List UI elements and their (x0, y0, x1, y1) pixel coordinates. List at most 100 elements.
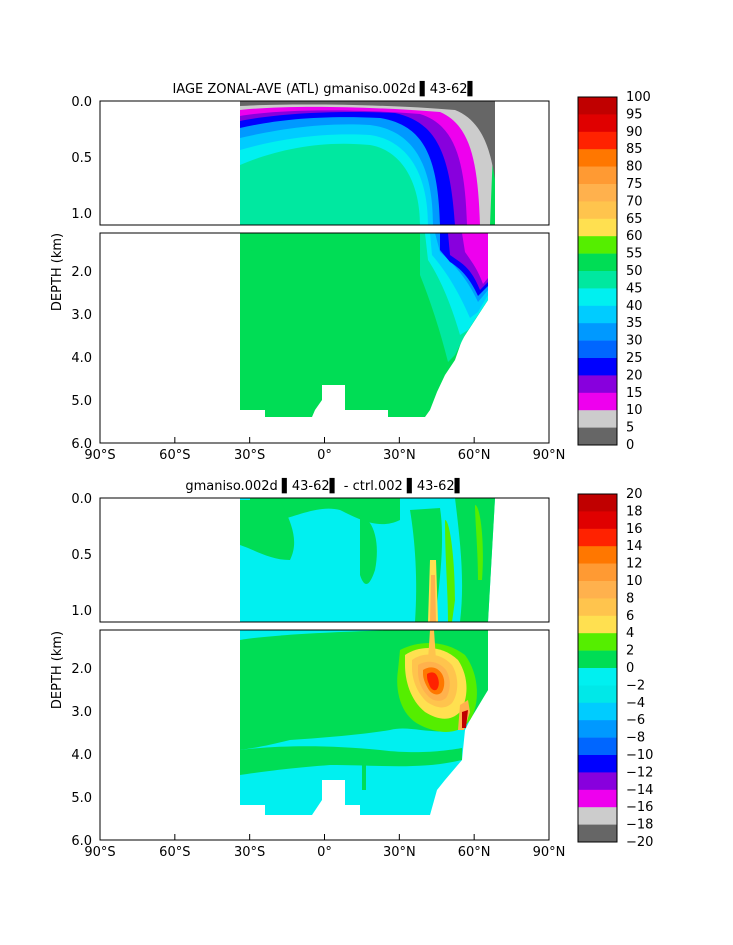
colorbar-label: 50 (626, 264, 643, 279)
x-tick-label: 0° (317, 448, 332, 463)
colorbar-swatch (578, 668, 617, 686)
colorbar-label: 85 (626, 142, 643, 157)
colorbar-swatch (578, 511, 617, 530)
colorbar-swatch (578, 427, 617, 446)
colorbar-swatch (578, 720, 617, 738)
colorbar-label: −10 (626, 748, 653, 763)
panel1-ytick: 3.0 (71, 308, 92, 323)
colorbar-label: 8 (626, 591, 634, 606)
x-tick-label: 0° (317, 845, 332, 860)
x-tick-label: 30°S (234, 448, 265, 463)
colorbar-label: 15 (626, 386, 643, 401)
panel2-lower-field (240, 630, 488, 815)
panel2-title: gmaniso.002d ▌43-62▌ - ctrl.002 ▌43-62▌ (185, 477, 464, 494)
colorbar-swatch (578, 305, 617, 324)
panel1-ytick: 1.0 (71, 207, 92, 222)
colorbar-label: 30 (626, 334, 643, 349)
colorbar-swatch (578, 201, 617, 220)
x-tick-label: 90°S (84, 448, 115, 463)
colorbar-swatch (578, 410, 617, 428)
panel2-y-axis: 0.0 0.5 1.0 2.0 3.0 4.0 5.0 6.0 (71, 492, 92, 849)
colorbar-label: 40 (626, 299, 643, 314)
colorbar-swatch (578, 824, 617, 843)
colorbar-swatch (578, 685, 617, 704)
colorbar-swatch (578, 166, 617, 185)
panel2-ytick: 0.5 (71, 548, 92, 563)
colorbar-swatch (578, 149, 617, 167)
colorbar-label: −20 (626, 835, 653, 850)
panel1-ytick: 4.0 (71, 351, 92, 366)
panel2-colorbar: 20181614121086420−2−4−6−8−10−12−14−16−18… (577, 487, 653, 850)
colorbar-label: 5 (626, 421, 634, 436)
panel1-ytick: 0.0 (71, 95, 92, 110)
colorbar-label: 80 (626, 160, 643, 175)
colorbar-label: 2 (626, 644, 634, 659)
colorbar-swatch (578, 581, 617, 599)
x-tick-label: 30°N (383, 448, 416, 463)
colorbar-swatch (578, 114, 617, 133)
colorbar-frame (577, 96, 618, 446)
panel2-ytick: 0.0 (71, 492, 92, 507)
panel2-ytick: 5.0 (71, 791, 92, 806)
x-tick-label: 90°N (533, 845, 566, 860)
colorbar-swatch (578, 253, 617, 272)
colorbar-swatch (578, 737, 617, 756)
colorbar-label: 6 (626, 609, 634, 624)
colorbar-label: 45 (626, 281, 643, 296)
colorbar-label: −18 (626, 818, 653, 833)
colorbar-swatch (578, 598, 617, 617)
colorbar-label: 70 (626, 194, 643, 209)
colorbar-swatch (578, 358, 617, 376)
colorbar-label: 100 (626, 90, 651, 105)
panel1-upper-field (240, 101, 495, 225)
colorbar-frame (577, 493, 618, 843)
panel2-ytick: 3.0 (71, 705, 92, 720)
colorbar-label: 75 (626, 177, 643, 192)
panel1-title: IAGE ZONAL-AVE (ATL) gmaniso.002d ▌43-62… (172, 80, 477, 97)
panel2-ytick: 1.0 (71, 604, 92, 619)
colorbar-label: 10 (626, 403, 643, 418)
colorbar-label: 90 (626, 125, 643, 140)
colorbar-swatch (578, 236, 617, 254)
colorbar-label: −12 (626, 765, 653, 780)
colorbar-label: 10 (626, 574, 643, 589)
colorbar-label: 4 (626, 626, 634, 641)
colorbar-label: 20 (626, 487, 643, 502)
x-tick-label: 60°N (458, 448, 491, 463)
panel1-ytick: 0.5 (71, 151, 92, 166)
colorbar-label: 20 (626, 368, 643, 383)
colorbar-label: −8 (626, 731, 645, 746)
colorbar-swatch (578, 807, 617, 825)
x-tick-label: 60°N (458, 845, 491, 860)
panel1-ytick: 6.0 (71, 437, 92, 452)
colorbar-label: −6 (626, 713, 645, 728)
panel1-upper-frame (99, 100, 550, 226)
panel1-ytick: 2.0 (71, 265, 92, 280)
colorbar-swatch (578, 494, 617, 512)
panel2-upper-field (240, 498, 495, 622)
x-tick-label: 60°S (159, 845, 190, 860)
colorbar-swatch (578, 789, 617, 808)
colorbar-swatch (578, 131, 617, 150)
panel2-ytick: 6.0 (71, 834, 92, 849)
colorbar-label: 0 (626, 661, 634, 676)
colorbar-swatch (578, 563, 617, 582)
colorbar-label: 65 (626, 212, 643, 227)
x-tick-label: 60°S (159, 448, 190, 463)
panel1-ylabel: DEPTH (km) (50, 233, 65, 311)
panel1-y-axis: 0.0 0.5 1.0 2.0 3.0 4.0 5.0 6.0 (71, 95, 92, 452)
colorbar-swatch (578, 288, 617, 307)
colorbar-label: 60 (626, 229, 643, 244)
colorbar-swatch (578, 184, 617, 202)
colorbar-swatch (578, 340, 617, 359)
panel2-upper-frame (99, 497, 550, 623)
colorbar-swatch (578, 392, 617, 411)
colorbar-label: 35 (626, 316, 643, 331)
panel1-colorbar: 1009590858075706560555045403530252015105… (577, 90, 651, 453)
x-tick-label: 30°N (383, 845, 416, 860)
panel1-x-axis: 90°S 60°S 30°S 0° 30°N 60°N 90°N (84, 437, 565, 463)
colorbar-label: −4 (626, 696, 645, 711)
colorbar-label: 18 (626, 504, 643, 519)
colorbar-swatch (578, 755, 617, 773)
